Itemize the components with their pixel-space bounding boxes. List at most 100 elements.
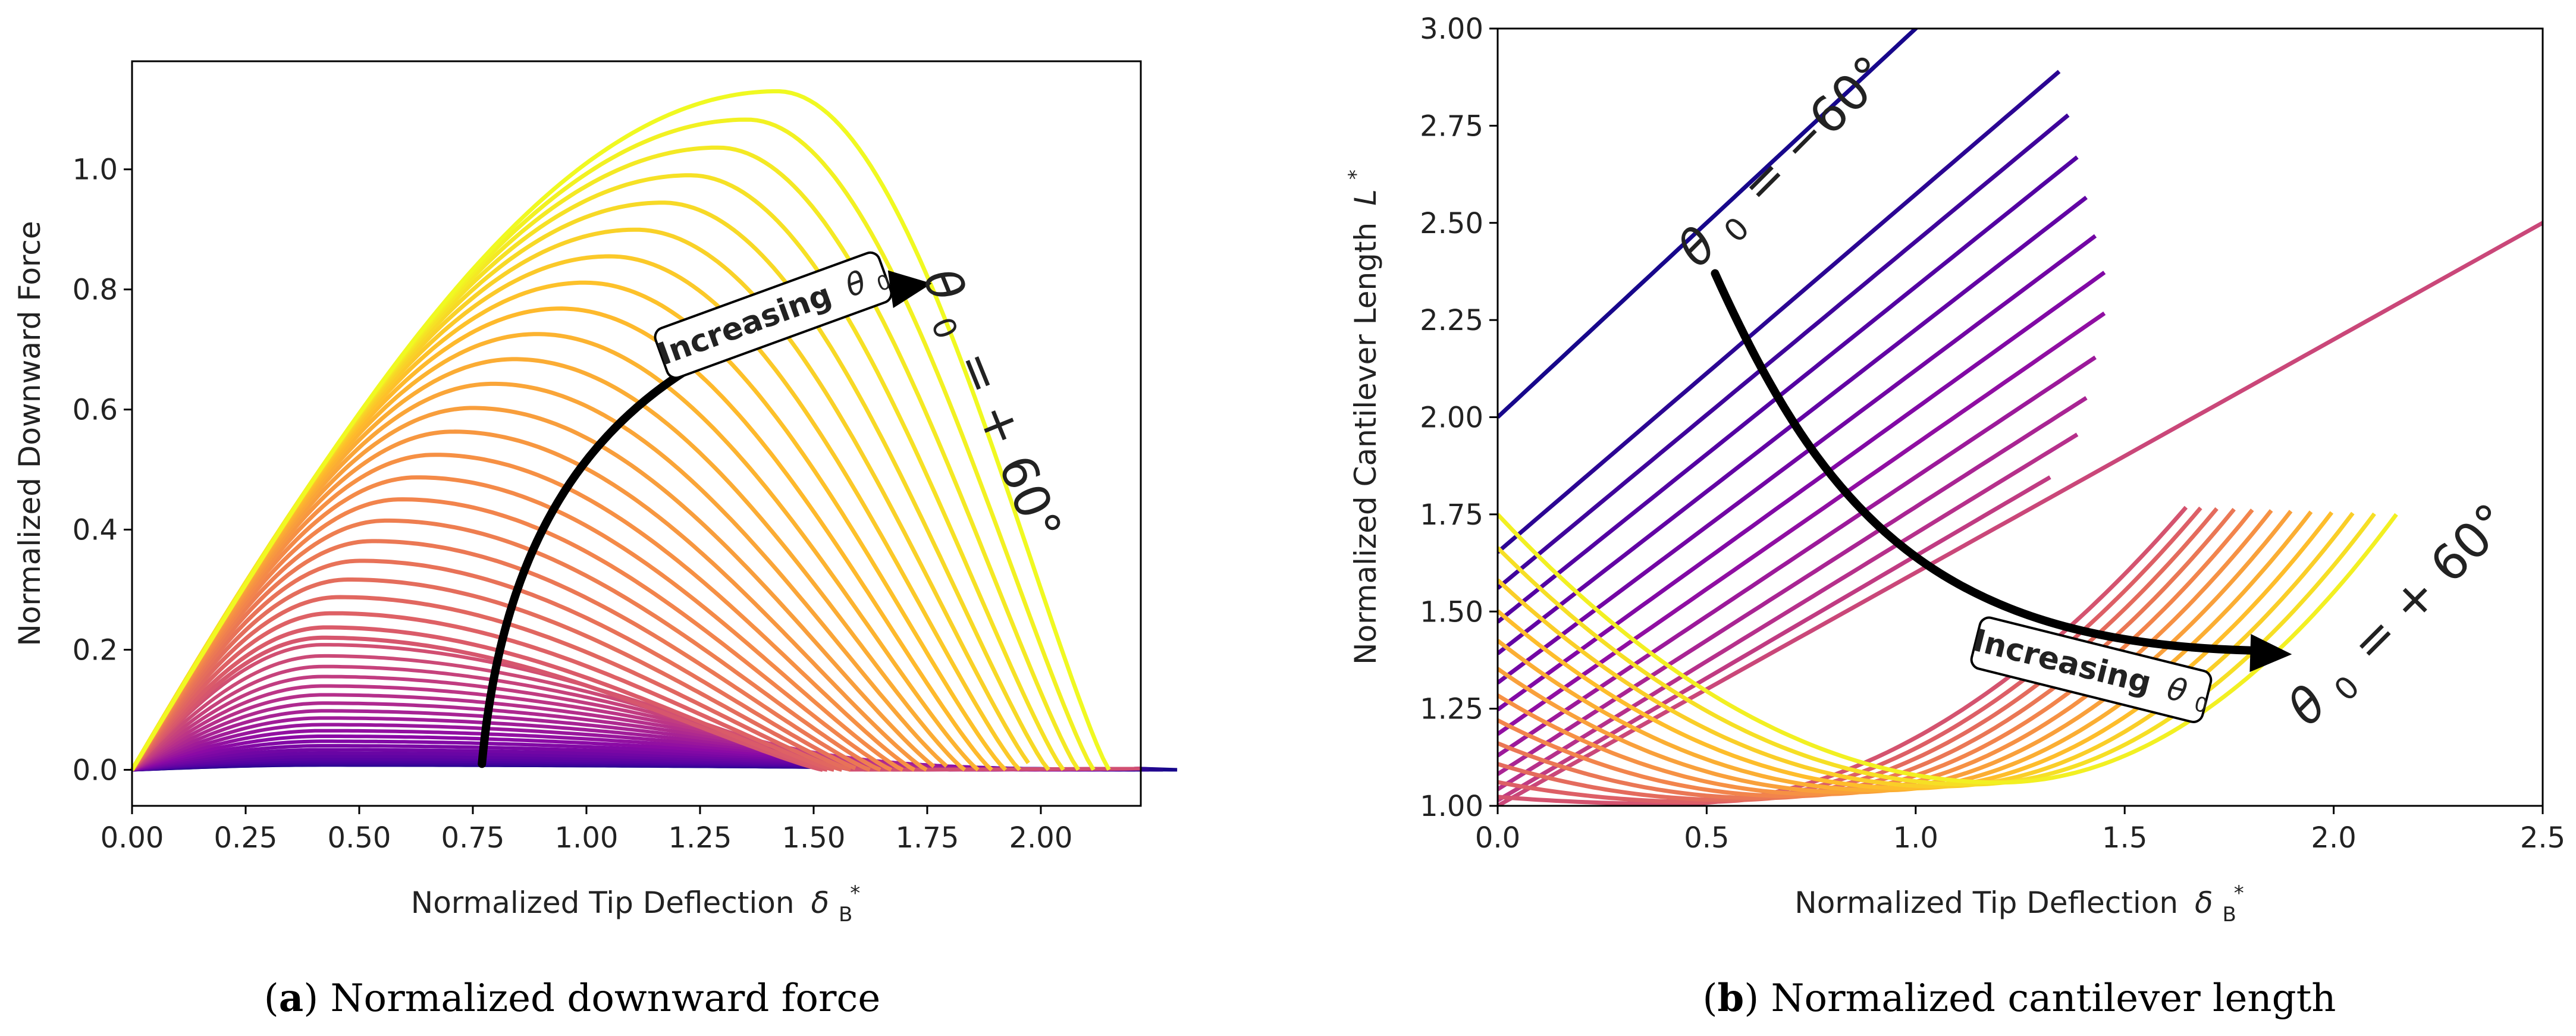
panel-a-x-tick-label: 0.50 — [328, 821, 391, 855]
panel-b-series-line — [1498, 511, 2355, 789]
panel-b-y-tick-label: 1.25 — [1420, 693, 1483, 726]
panel-b-y-tick-label: 2.25 — [1420, 304, 1483, 337]
panel-b-y-tick-label: 1.50 — [1420, 595, 1483, 629]
panel-b-x-axis-label-word: Normalized Tip Deflection — [1794, 886, 2178, 920]
panel-b-arrow-label-box — [1970, 616, 2213, 723]
panel-a-force-chart: 0.00 0.25 0.50 0.75 1.00 1.25 1.50 1.75 2.000.00… — [12, 60, 1178, 1021]
panel-a-series-line — [130, 475, 904, 772]
panel-a-curves — [130, 89, 1178, 772]
panel-a-caption: (a) Normalized downward force — [264, 976, 880, 1021]
panel-a-series-line — [130, 558, 856, 771]
panel-a-ticks: 0.00 0.25 0.50 0.75 1.00 1.25 1.50 1.75 2.000.00… — [73, 153, 1073, 855]
panel-a-series-line — [130, 577, 852, 772]
panel-b-arrowhead — [2249, 634, 2292, 673]
panel-b-y-tick-label: 1.00 — [1420, 790, 1483, 823]
panel-b-curves — [1498, 29, 2543, 806]
panel-a-series-line — [130, 595, 843, 772]
panel-b-y-tick-label: 2.00 — [1420, 401, 1483, 435]
panel-b-series-line — [1498, 29, 1919, 419]
panel-b-series-line — [1498, 220, 2543, 806]
panel-b-y-tick-label: 3.00 — [1420, 12, 1483, 46]
panel-a-x-tick-label: 1.50 — [782, 821, 846, 855]
panel-a-series-line — [130, 635, 823, 772]
panel-b-theta-top-sub: 0 — [1717, 211, 1756, 250]
panel-a-x-axis-sup: * — [850, 881, 860, 905]
panel-b-y-axis-symbol: L — [1348, 189, 1383, 206]
panel-b-x-tick-label: 0.0 — [1475, 821, 1520, 855]
panel-b-x-tick-label: 1.0 — [1893, 821, 1938, 855]
panel-b-arrow-label-sub: 0 — [2192, 692, 2210, 718]
panel-a-x-tick-label: 1.75 — [895, 821, 959, 855]
panel-a-x-axis-sub: B — [839, 903, 852, 927]
panel-b-y-axis-sup: * — [1344, 169, 1368, 180]
panel-b-theta-bottom-sub: 0 — [2327, 669, 2367, 708]
panel-b-theta-plus60-annotation: θ 0 = + 60° — [2277, 493, 2527, 743]
panel-b-series-line — [1498, 513, 2398, 785]
panel-a-x-tick-label: 0.25 — [214, 821, 278, 855]
panel-a-x-axis-symbol: δ — [811, 886, 829, 920]
panel-b-series-line — [1498, 432, 2079, 792]
panel-b-series-line — [1498, 70, 2061, 554]
panel-a-y-tick-label: 0.2 — [73, 633, 118, 667]
panel-a-y-tick-label: 0.6 — [73, 394, 118, 427]
panel-b-plot-frame — [1496, 27, 2544, 807]
panel-b-theta-bottom-value: = + 60° — [2340, 493, 2521, 674]
panel-b-x-tick-label: 2.5 — [2520, 821, 2565, 855]
panel-a-series-line — [130, 518, 881, 772]
panel-b-x-tick-label: 0.5 — [1684, 821, 1729, 855]
panel-a-arrowhead — [887, 270, 932, 309]
panel-a-series-line — [130, 453, 916, 772]
panel-b-length-chart: 0.0 0.5 1.0 1.5 2.0 2.5 1.00 1.25 1.50 1.75 2.00 2.… — [1344, 12, 2565, 1021]
panel-a-theta-symbol: θ — [912, 260, 975, 309]
panel-a-x-tick-label: 0.75 — [441, 821, 505, 855]
panel-a-theta-annotation: θ 0 = + 60° — [903, 260, 1072, 552]
panel-a-theta-value: = + 60° — [945, 343, 1072, 549]
panel-b-theta-minus60-annotation: θ 0 = −60° — [1667, 45, 1906, 285]
panel-b-increasing-arrow — [1711, 269, 2255, 655]
panel-a-arrow-label-text: Increasing θ 0 — [653, 256, 894, 375]
panel-b-series-line — [1498, 113, 2070, 590]
panel-a-series-line — [130, 611, 835, 772]
panel-b-y-tick-label: 2.50 — [1420, 207, 1483, 240]
panel-b-x-axis-symbol: δ — [2195, 886, 2213, 920]
panel-b-caption-label: b — [1717, 976, 1744, 1021]
panel-a-series-line — [130, 625, 828, 772]
panel-a-x-tick-label: 1.25 — [669, 821, 732, 855]
panel-a-arrow-label-box — [654, 251, 893, 379]
panel-b-series-line — [1498, 511, 2334, 791]
panel-b-series-line — [1498, 234, 2097, 685]
panel-b-x-axis-label: Normalized Tip Deflection δ B * — [1794, 881, 2245, 928]
panel-b-y-tick-label: 1.75 — [1420, 498, 1483, 532]
panel-b-ticks: 0.0 0.5 1.0 1.5 2.0 2.5 1.00 1.25 1.50 1.75 2.00 2.… — [1420, 12, 2565, 855]
panel-b-series-line — [1498, 155, 2079, 624]
panel-a-x-tick-label: 0.00 — [101, 821, 164, 855]
panel-a-series-line — [130, 254, 1021, 771]
panel-a-y-tick-label: 0.4 — [73, 514, 118, 547]
panel-a-series-line — [130, 89, 1111, 771]
panel-a-caption-label: a — [279, 976, 303, 1021]
panel-a-y-tick-label: 0.8 — [73, 274, 118, 307]
panel-b-caption: (b) Normalized cantilever length — [1702, 976, 2336, 1021]
panel-a-x-tick-label: 2.00 — [1009, 821, 1072, 855]
panel-a-series-line — [130, 497, 893, 772]
panel-a-x-tick-label: 1.00 — [555, 821, 619, 855]
panel-a-caption-text: Normalized downward force — [331, 977, 881, 1021]
panel-b-series-line — [1498, 512, 2376, 787]
panel-a-y-tick-label: 0.0 — [73, 754, 118, 787]
panel-b-x-tick-label: 2.0 — [2311, 821, 2356, 855]
panel-b-y-tick-label: 2.75 — [1420, 109, 1483, 143]
panel-b-series-line — [1498, 355, 2097, 758]
panel-b-series-line — [1498, 395, 2088, 776]
panel-b-arrow-label: Increasing θ 0 — [1969, 616, 2213, 723]
panel-b-y-axis-label: Normalized Cantilever Length L * — [1344, 169, 1383, 665]
panel-a-plot-frame — [131, 60, 1142, 807]
panel-b-x-tick-label: 1.5 — [2102, 821, 2147, 855]
panel-b-caption-text: Normalized cantilever length — [1771, 977, 2336, 1021]
panel-a-y-tick-label: 1.0 — [73, 153, 118, 187]
panel-b-series-line — [1498, 475, 2051, 802]
panel-b-x-axis-sup: * — [2234, 881, 2244, 905]
panel-a-x-axis-label: Normalized Tip Deflection δ B * — [411, 881, 862, 928]
panel-a-theta-sub: 0 — [924, 313, 964, 344]
panel-a-series-line — [130, 539, 871, 772]
